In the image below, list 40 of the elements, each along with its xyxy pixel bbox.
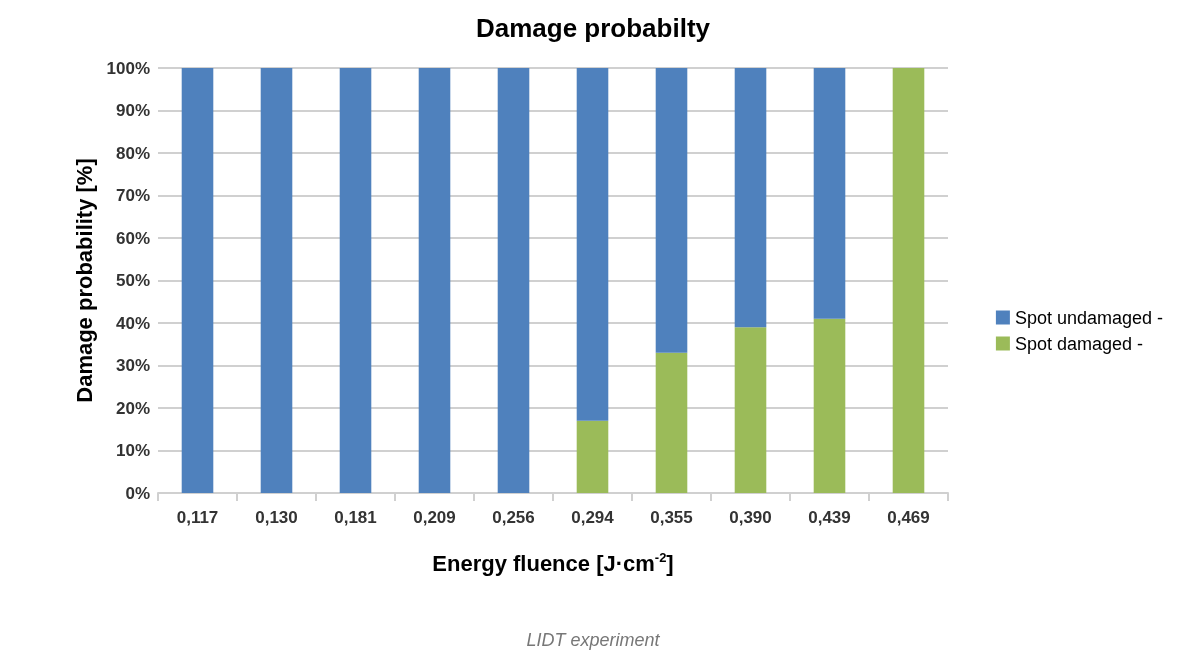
y-tick-label: 50% [115,271,150,290]
bar [734,68,767,328]
legend-label: Spot damaged - [1014,333,1143,354]
x-tick-label: 0,130 [255,508,298,527]
bar [813,318,846,493]
x-tick-label: 0,390 [729,508,772,527]
bar [576,68,609,421]
bar [260,68,293,493]
y-tick-label: 10% [115,441,150,460]
y-tick-label: 90% [115,101,150,120]
x-tick-label: 0,181 [334,508,377,527]
y-tick-label: 70% [115,186,150,205]
x-tick-label: 0,355 [650,508,693,527]
x-tick-label: 0,256 [492,508,535,527]
text: LIDT experiment [526,630,661,650]
x-tick-label: 0,439 [808,508,851,527]
y-tick-label: 100% [106,58,150,78]
x-tick-label: 0,209 [413,508,456,527]
y-axis-title: Damage probability [%] [72,158,98,403]
bar [497,68,530,493]
bar [339,68,372,493]
x-tick-label: 0,117 [176,508,219,527]
bar [655,352,688,493]
y-tick-label: 20% [115,398,150,418]
y-tick-label: 30% [115,356,150,375]
legend-label: Spot undamaged - [1014,307,1164,328]
bar [576,420,609,493]
bar [655,68,688,353]
bar [734,327,767,493]
bar [892,68,925,493]
y-tick-label: 40% [115,313,150,333]
bar [813,68,846,319]
y-tick-label: 60% [115,228,150,248]
y-tick-label: 80% [115,143,150,163]
y-tick-label: 0% [125,483,150,503]
x-tick-label: 0,469 [887,508,930,527]
bar [418,68,451,493]
bar [181,68,214,493]
chart-title: Damage probabilty [475,13,711,43]
x-tick-label: 0,294 [571,508,615,527]
